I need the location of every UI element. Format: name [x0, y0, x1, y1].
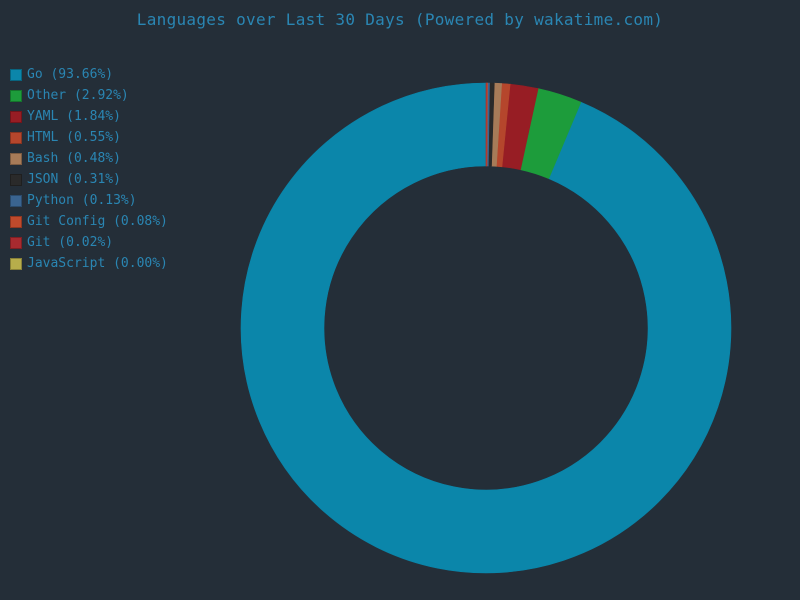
- legend-item[interactable]: Other (2.92%): [10, 85, 168, 106]
- legend-item[interactable]: Git (0.02%): [10, 232, 168, 253]
- chart-legend: Go (93.66%) Other (2.92%) YAML (1.84%) HTML…: [10, 64, 168, 274]
- legend-swatch: [10, 194, 22, 207]
- legend-swatch: [10, 173, 22, 186]
- legend-label: JSON (0.31%): [27, 172, 121, 187]
- legend-label: HTML (0.55%): [27, 130, 121, 145]
- legend-item[interactable]: JSON (0.31%): [10, 169, 168, 190]
- legend-item[interactable]: YAML (1.84%): [10, 106, 168, 127]
- legend-item[interactable]: HTML (0.55%): [10, 127, 168, 148]
- legend-label: Bash (0.48%): [27, 151, 121, 166]
- legend-label: YAML (1.84%): [27, 109, 121, 124]
- legend-label: Go (93.66%): [27, 67, 114, 82]
- legend-label: JavaScript (0.00%): [27, 256, 168, 271]
- legend-label: Git Config (0.08%): [27, 214, 168, 229]
- legend-label: Git (0.02%): [27, 235, 114, 250]
- legend-item[interactable]: Python (0.13%): [10, 190, 168, 211]
- legend-swatch: [10, 236, 22, 249]
- legend-item[interactable]: JavaScript (0.00%): [10, 253, 168, 274]
- legend-label: Python (0.13%): [27, 193, 137, 208]
- legend-swatch: [10, 89, 22, 102]
- legend-item[interactable]: Bash (0.48%): [10, 148, 168, 169]
- legend-item[interactable]: Git Config (0.08%): [10, 211, 168, 232]
- legend-swatch: [10, 131, 22, 144]
- donut-slice[interactable]: [240, 82, 732, 574]
- chart-title: Languages over Last 30 Days (Powered by …: [136, 10, 664, 29]
- legend-swatch: [10, 110, 22, 123]
- legend-swatch: [10, 68, 22, 81]
- legend-label: Other (2.92%): [27, 88, 129, 103]
- legend-swatch: [10, 152, 22, 165]
- legend-swatch: [10, 215, 22, 228]
- legend-item[interactable]: Go (93.66%): [10, 64, 168, 85]
- legend-swatch: [10, 257, 22, 270]
